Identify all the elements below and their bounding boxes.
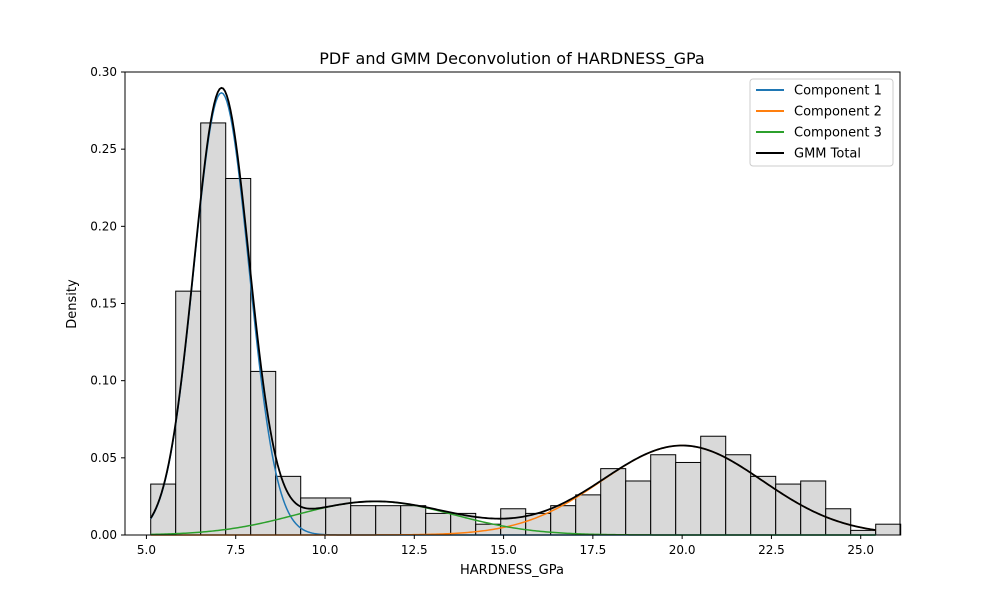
x-tick-label: 17.5: [579, 543, 606, 557]
x-tick-label: 12.5: [401, 543, 428, 557]
y-tick-label: 0.05: [90, 451, 117, 465]
y-tick-label: 0.00: [90, 528, 117, 542]
chart-title: PDF and GMM Deconvolution of HARDNESS_GP…: [319, 49, 704, 69]
histogram-bar-11: [400, 505, 427, 536]
legend-label-2: Component 2: [794, 105, 882, 120]
histogram-bar-25: [750, 475, 777, 536]
x-axis-label: HARDNESS_GPa: [460, 563, 564, 578]
histogram-bar-17: [550, 505, 577, 536]
legend-label-1: Component 1: [794, 84, 882, 99]
gmm-total-curve: [149, 86, 876, 531]
histogram-bar-7: [300, 497, 327, 536]
histogram-bar-3: [200, 122, 227, 536]
y-axis-label: Density: [65, 279, 80, 329]
x-tick-label: 10.0: [312, 543, 339, 557]
x-tick-label: 22.5: [758, 543, 785, 557]
y-tick-label: 0.25: [90, 142, 117, 156]
histogram-bar-9: [350, 505, 377, 536]
histogram-bar-2: [175, 290, 202, 536]
histogram-bar-24: [725, 454, 752, 536]
y-tick-label: 0.15: [90, 297, 117, 311]
histogram-bar-22: [675, 461, 702, 536]
histogram-bar-21: [650, 454, 677, 536]
x-tick-label: 20.0: [669, 543, 696, 557]
histogram-bar-27: [800, 480, 827, 536]
x-tick-label: 5.0: [137, 543, 156, 557]
histogram-bar-10: [375, 505, 402, 536]
legend: Component 1 Component 2 Component 3 GMM Tot…: [749, 78, 894, 167]
histogram-bar-12: [425, 512, 452, 536]
x-tick-label: 25.0: [847, 543, 874, 557]
histogram-bar-15: [500, 508, 527, 536]
x-tick-label: 15.0: [490, 543, 517, 557]
histogram-bar-20: [625, 480, 652, 536]
histogram-bar-19: [600, 468, 627, 536]
axes: 5.0 7.5 10.0 12.5 15.0 17.5 20.0 22.5 25.0 0.00 0.…: [90, 65, 901, 557]
y-tick-label: 0.10: [90, 374, 117, 388]
legend-label-4: GMM Total: [794, 147, 861, 162]
x-tick-label: 7.5: [226, 543, 245, 557]
legend-box: [749, 78, 894, 167]
y-tick-label: 0.30: [90, 65, 117, 79]
y-tick-label: 0.20: [90, 219, 117, 233]
histogram-bar-30: [875, 523, 902, 536]
legend-label-3: Component 3: [794, 126, 882, 141]
histogram-bar-18: [575, 494, 602, 536]
